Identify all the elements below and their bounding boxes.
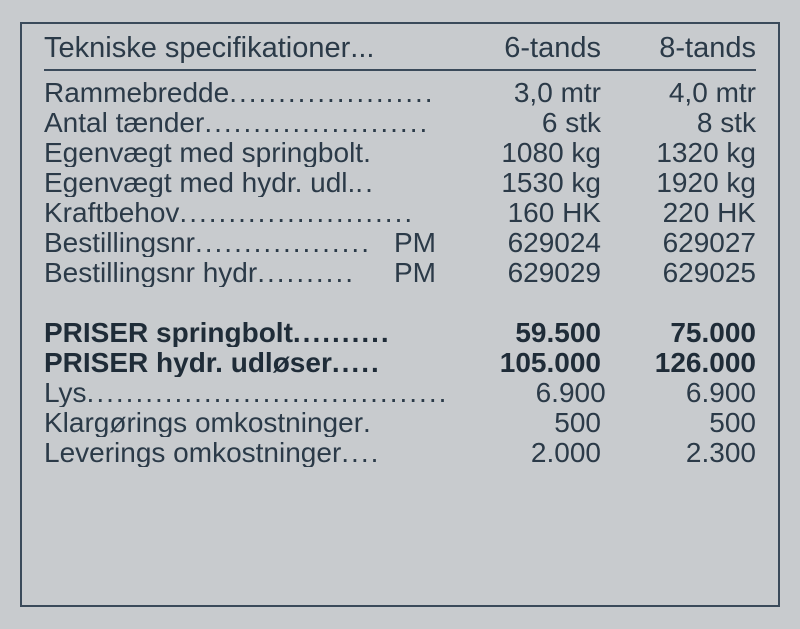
row-col-8tands: 4,0 mtr (601, 79, 756, 107)
row-label: PRISER hydr. udløser (44, 349, 332, 377)
header-label-wrap: Tekniske specifikationer ... (44, 34, 436, 63)
header-label: Tekniske specifikationer (44, 34, 350, 63)
row-dots: .................. (195, 229, 394, 257)
row-label: Klargørings omkostninger (44, 409, 363, 437)
row-col-6tands: 629024 (436, 229, 601, 257)
header-row: Tekniske specifikationer ... 6-tands 8-t… (44, 34, 756, 71)
row-label: Lys (44, 379, 87, 407)
row-label: Leverings omkostninger (44, 439, 341, 467)
row-label-wrap: Klargørings omkostninger. (44, 409, 436, 437)
table-row: PRISER hydr. udløser.....105.000126.000 (44, 349, 756, 377)
row-label: Egenvægt med springbolt (44, 139, 363, 167)
row-label-wrap: PRISER springbolt.......... (44, 319, 436, 347)
row-label-wrap: Kraftbehov........................ (44, 199, 436, 227)
row-label-wrap: Egenvægt med springbolt. (44, 139, 436, 167)
row-label: Bestillingsnr (44, 229, 195, 257)
row-label: Kraftbehov (44, 199, 179, 227)
row-dots: .......... (257, 259, 394, 287)
row-label-wrap: PRISER hydr. udløser..... (44, 349, 436, 377)
table-row: Egenvægt med springbolt.1080 kg1320 kg (44, 139, 756, 167)
row-dots: ..................... (229, 79, 436, 107)
table-row: Lys.....................................… (44, 379, 756, 407)
row-dots: .......... (293, 319, 436, 347)
row-col-8tands: 629027 (601, 229, 756, 257)
row-col-6tands: 3,0 mtr (436, 79, 601, 107)
row-col-6tands: 59.500 (436, 319, 601, 347)
row-dots: ...................................... (87, 379, 446, 407)
row-label: PRISER springbolt (44, 319, 293, 347)
price-rows: PRISER springbolt..........59.50075.000P… (44, 319, 756, 467)
row-label: Antal tænder (44, 109, 204, 137)
row-label: Bestillingsnr hydr (44, 259, 257, 287)
row-dots: . (363, 139, 436, 167)
table-row: Klargørings omkostninger.500500 (44, 409, 756, 437)
table-row: Bestillingsnr..................PM6290246… (44, 229, 756, 257)
row-label: Rammebredde (44, 79, 229, 107)
header-dots: ... (350, 34, 374, 63)
table-row: Bestillingsnr hydr..........PM6290296290… (44, 259, 756, 287)
row-label-wrap: Bestillingsnr..................PM (44, 229, 436, 257)
row-col-6tands: 2.000 (436, 439, 601, 467)
table-row: Rammebredde.....................3,0 mtr4… (44, 79, 756, 107)
row-col-8tands: 629025 (601, 259, 756, 287)
row-dots: . (363, 409, 436, 437)
row-dots: ....................... (204, 109, 436, 137)
row-label-wrap: Antal tænder....................... (44, 109, 436, 137)
row-dots: .... (341, 439, 436, 467)
row-label-wrap: Lys.....................................… (44, 379, 446, 407)
row-suffix: PM (394, 259, 436, 287)
row-col-8tands: 2.300 (601, 439, 756, 467)
row-col-6tands: 105.000 (436, 349, 601, 377)
row-col-8tands: 6.900 (606, 379, 756, 407)
spec-rows: Rammebredde.....................3,0 mtr4… (44, 79, 756, 287)
row-dots: ........................ (179, 199, 436, 227)
row-col-6tands: 160 HK (436, 199, 601, 227)
table-row: Egenvægt med hydr. udl...1530 kg1920 kg (44, 169, 756, 197)
header-col-8tands: 8-tands (601, 34, 756, 63)
row-label-wrap: Rammebredde..................... (44, 79, 436, 107)
header-col-6tands: 6-tands (436, 34, 601, 63)
row-col-8tands: 8 stk (601, 109, 756, 137)
row-label-wrap: Egenvægt med hydr. udl... (44, 169, 436, 197)
table-row: Antal tænder.......................6 stk… (44, 109, 756, 137)
table-row: PRISER springbolt..........59.50075.000 (44, 319, 756, 347)
row-col-8tands: 126.000 (601, 349, 756, 377)
row-col-8tands: 500 (601, 409, 756, 437)
table-row: Leverings omkostninger....2.0002.300 (44, 439, 756, 467)
row-spacer (44, 289, 756, 319)
row-col-6tands: 1080 kg (436, 139, 601, 167)
row-col-6tands: 6 stk (436, 109, 601, 137)
row-col-8tands: 75.000 (601, 319, 756, 347)
row-col-8tands: 220 HK (601, 199, 756, 227)
row-label: Egenvægt med hydr. udl. (44, 169, 355, 197)
spec-table-frame: Tekniske specifikationer ... 6-tands 8-t… (20, 22, 780, 607)
row-col-6tands: 629029 (436, 259, 601, 287)
row-col-8tands: 1920 kg (601, 169, 756, 197)
row-col-6tands: 6.900 (446, 379, 606, 407)
row-dots: .. (355, 169, 436, 197)
row-col-6tands: 1530 kg (436, 169, 601, 197)
row-suffix: PM (394, 229, 436, 257)
row-col-6tands: 500 (436, 409, 601, 437)
row-dots: ..... (332, 349, 436, 377)
row-label-wrap: Leverings omkostninger.... (44, 439, 436, 467)
row-col-8tands: 1320 kg (601, 139, 756, 167)
table-row: Kraftbehov........................160 HK… (44, 199, 756, 227)
row-label-wrap: Bestillingsnr hydr..........PM (44, 259, 436, 287)
